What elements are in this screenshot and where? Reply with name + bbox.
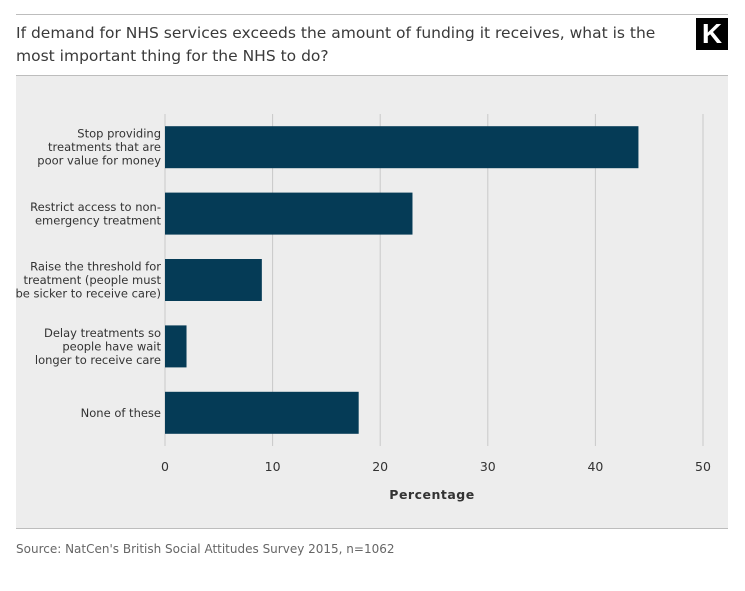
category-label: Restrict access to non-emergency treatme… <box>30 200 161 228</box>
x-tick-label: 30 <box>480 459 496 474</box>
x-tick-label: 20 <box>372 459 388 474</box>
bar <box>165 325 187 368</box>
x-axis-title: Percentage <box>389 487 474 502</box>
bar-chart: 0 10 20 30 40 50 Stop providing treatments that… <box>16 114 711 502</box>
category-label: Raise the threshold for treatment (people… <box>16 260 161 301</box>
bar <box>165 259 262 301</box>
chart-panel: 0 10 20 30 40 50 Stop providing treatments that… <box>16 75 728 529</box>
bar <box>165 126 639 169</box>
category-label: None of these <box>81 406 161 420</box>
chart-title: If demand for NHS services exceeds the a… <box>16 24 656 65</box>
x-tick-label: 10 <box>265 459 281 474</box>
bar <box>165 391 359 434</box>
category-label: Stop providing treatments that are poor va… <box>37 127 161 168</box>
category-label: Delay treatments so people have wait longe… <box>35 326 162 367</box>
top-rule <box>16 14 728 15</box>
brand-logo: K <box>696 18 728 50</box>
x-tick-label: 50 <box>695 459 711 474</box>
x-tick-label: 0 <box>161 459 169 474</box>
bar <box>165 192 413 235</box>
x-tick-label: 40 <box>587 459 603 474</box>
source-note: Source: NatCen's British Social Attitude… <box>16 542 395 556</box>
